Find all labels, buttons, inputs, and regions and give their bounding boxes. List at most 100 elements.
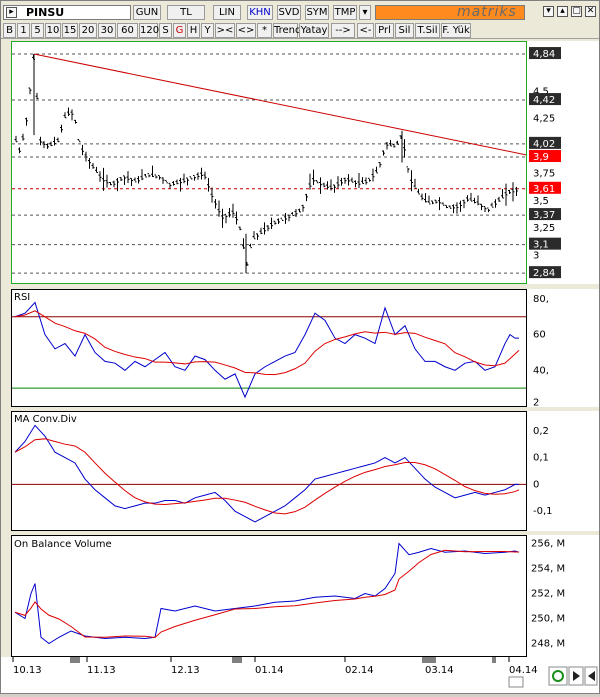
price-bar [287, 214, 291, 222]
price-bar [361, 177, 364, 184]
refresh-icon[interactable] [548, 666, 568, 686]
price-bar [487, 207, 490, 213]
obv-tick-label: 248, M [531, 639, 565, 650]
price-bar [74, 119, 77, 124]
interval-button-60[interactable]: 60 [117, 23, 138, 38]
price-level-box [529, 93, 561, 106]
interval-button-g[interactable]: G [173, 23, 186, 38]
interval-button-tsil[interactable]: T.Sil [415, 23, 440, 38]
price-bar [462, 199, 466, 209]
price-bar [490, 202, 494, 208]
price-bar [256, 233, 259, 240]
price-bar [116, 178, 119, 192]
dropdown-chevron-icon[interactable]: ▾ [359, 5, 371, 20]
interval-button-120[interactable]: 120 [139, 23, 160, 38]
price-bar [165, 180, 168, 184]
period-button-tl[interactable]: TL [167, 5, 205, 20]
period-button-khn[interactable]: KHN [247, 5, 273, 20]
interval-button-sil[interactable]: Sil [395, 23, 414, 38]
interval-button-30[interactable]: 30 [98, 23, 116, 38]
scroll-end-marker [508, 676, 524, 688]
price-bar [109, 181, 112, 186]
price-bar [322, 182, 326, 188]
interval-button-prl[interactable]: Prl [375, 23, 394, 38]
time-label: 11.13 [87, 665, 116, 676]
price-bar [200, 167, 203, 180]
maximize-icon[interactable]: ▢ [571, 6, 582, 17]
prev-page-icon[interactable] [584, 666, 598, 686]
scroll-icon[interactable]: ▴ [557, 6, 568, 17]
price-bar [137, 175, 140, 184]
price-bar [424, 193, 427, 203]
symbol-input[interactable]: ▸ PINSU [3, 5, 131, 20]
time-label: 04.14 [509, 665, 538, 676]
price-bar [179, 177, 182, 192]
price-bar [46, 143, 49, 149]
time-axis: 10.13 11.13 12.13 01.14 02.14 03.14 04.14 [1, 657, 599, 693]
period-button-tmp[interactable]: TMP [333, 5, 357, 20]
price-tick-label: 4,5 [533, 86, 549, 97]
price-tick-label: 3,75 [533, 168, 555, 179]
price-bar [28, 87, 32, 95]
price-bar [494, 199, 497, 208]
price-bar [63, 112, 67, 119]
price-bar [312, 169, 315, 185]
minimize-icon[interactable]: ▾ [543, 6, 554, 17]
price-bar [266, 225, 270, 232]
interval-button-s[interactable]: S [159, 23, 172, 38]
interval-button-15[interactable]: 15 [62, 23, 78, 38]
price-bar [77, 138, 81, 143]
period-button-svd[interactable]: SVD [277, 5, 301, 20]
interval-button-fyuk[interactable]: F. Yük [441, 23, 471, 38]
price-bar [270, 217, 273, 229]
interval-button-arrow-right[interactable]: --> [331, 23, 355, 38]
interval-button-arrow-left[interactable]: <-- [357, 23, 374, 50]
interval-button-yatay[interactable]: Yatay [299, 23, 329, 38]
period-button-gun[interactable]: GUN [133, 5, 161, 20]
period-button-lin[interactable]: LIN [213, 5, 241, 20]
price-bar [56, 137, 60, 143]
price-bar [228, 207, 231, 218]
interval-button-5[interactable]: 5 [31, 23, 44, 38]
interval-button-star[interactable]: * [257, 23, 272, 38]
period-button-sym[interactable]: SYM [305, 5, 329, 20]
price-bar [259, 227, 263, 235]
price-bar [497, 196, 501, 202]
price-level-box [529, 208, 561, 221]
interval-button-trend[interactable]: Trend [273, 23, 302, 38]
price-bar [315, 180, 319, 184]
price-bar [102, 167, 105, 191]
price-bar [221, 208, 224, 228]
price-bar [438, 197, 441, 211]
price-bar [431, 200, 434, 205]
interval-button-gt-lt[interactable]: >< [215, 23, 235, 38]
next-page-icon[interactable] [568, 666, 584, 686]
price-bar [235, 211, 238, 225]
rsi-panel[interactable]: RSI [11, 289, 527, 407]
interval-button-20[interactable]: 20 [79, 23, 97, 38]
price-bar [455, 202, 459, 214]
interval-button-y[interactable]: Y [201, 23, 214, 38]
interval-button-lt-gt[interactable]: <> [236, 23, 256, 38]
interval-button-10[interactable]: 10 [45, 23, 61, 38]
obv-panel[interactable]: On Balance Volume [11, 535, 527, 657]
rsi-axis: 80, 60 40, 2 [527, 289, 599, 408]
interval-button-h[interactable]: H [187, 23, 200, 38]
time-label: 02.14 [345, 665, 374, 676]
interval-button-b[interactable]: B [3, 23, 16, 38]
price-bar [396, 140, 399, 145]
obv-title: On Balance Volume [14, 539, 112, 550]
price-bar [39, 136, 42, 146]
price-bar [483, 206, 487, 212]
close-icon[interactable]: ✕ [585, 6, 596, 17]
price-bar [207, 178, 210, 192]
price-bar [175, 179, 179, 185]
interval-button-1[interactable]: 1 [17, 23, 30, 38]
time-label: 12.13 [171, 665, 200, 676]
price-panel[interactable] [11, 41, 527, 284]
price-tick-label: 3,5 [533, 196, 549, 207]
obv-tick-label: 254, M [531, 564, 565, 575]
price-bar [343, 177, 347, 184]
price-bar [305, 193, 308, 202]
macd-panel[interactable]: MA Conv.Div [11, 411, 527, 531]
